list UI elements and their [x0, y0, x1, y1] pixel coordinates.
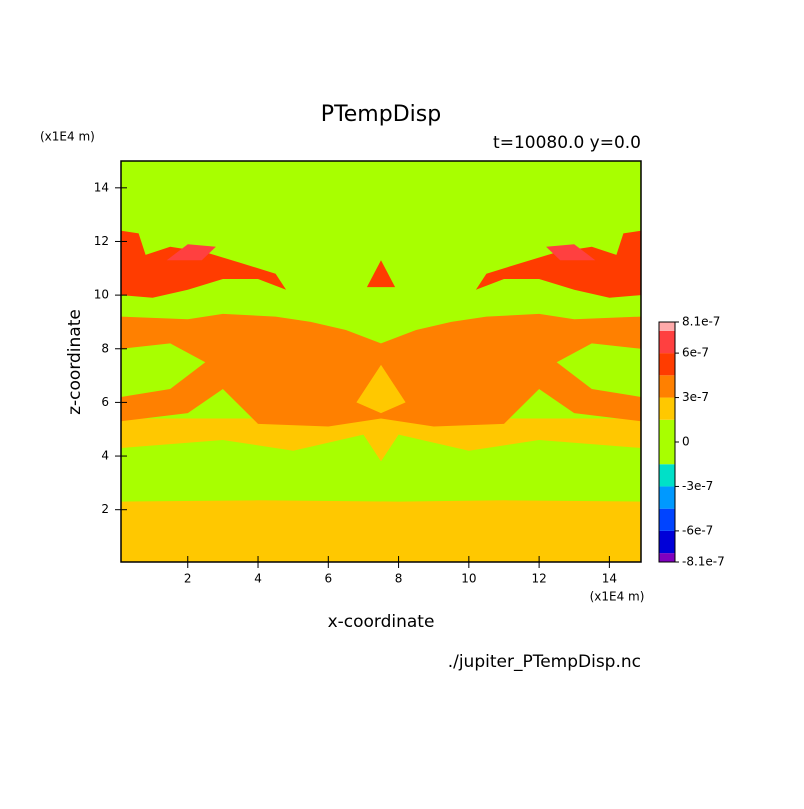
colorbar-band [659, 419, 675, 465]
y-unit: (x1E4 m) [40, 130, 95, 144]
colorbar-band [659, 353, 675, 376]
x-tick-label: 6 [324, 572, 332, 586]
contour-region [546, 244, 596, 261]
colorbar-tick-label: 3e-7 [682, 390, 709, 404]
contour-region [121, 500, 641, 562]
colorbar-tick-label: -8.1e-7 [682, 555, 725, 569]
x-tick-label: 2 [184, 572, 192, 586]
y-tick-label: 8 [101, 341, 109, 355]
colorbar-band [659, 375, 675, 398]
chart-title: PTempDisp [321, 102, 441, 127]
y-tick-label: 6 [101, 395, 109, 409]
contour-region [121, 230, 287, 298]
y-tick-label: 4 [101, 449, 109, 463]
colorbar-tick-label: 6e-7 [682, 346, 709, 360]
contour-region [556, 343, 641, 397]
colorbar-tick-label: 0 [682, 435, 690, 449]
contour-region [356, 364, 406, 414]
y-axis-label: z-coordinate [65, 309, 85, 415]
x-tick-label: 10 [461, 572, 476, 586]
y-tick-label: 10 [94, 288, 109, 302]
x-axis-label: x-coordinate [328, 612, 435, 632]
x-unit: (x1E4 m) [590, 590, 645, 604]
plot-frame [120, 160, 642, 563]
colorbar-band [659, 486, 675, 509]
chart-subtitle: t=10080.0 y=0.0 [493, 133, 641, 153]
contour-region [121, 343, 206, 397]
colorbar-band [659, 508, 675, 531]
colorbar-tick-label: -3e-7 [682, 479, 713, 493]
contour-region [166, 244, 216, 261]
colorbar-band [659, 464, 675, 487]
x-tick-label: 4 [254, 572, 262, 586]
colorbar-tick-label: 8.1e-7 [682, 315, 720, 329]
contour-region [366, 260, 396, 288]
x-tick-label: 14 [602, 572, 617, 586]
y-tick-label: 12 [94, 234, 109, 248]
colorbar-band [659, 397, 675, 420]
x-tick-label: 8 [395, 572, 403, 586]
y-tick-label: 2 [101, 502, 109, 516]
colorbar-band [659, 322, 675, 331]
contour-region [475, 230, 641, 298]
colorbar-band [659, 330, 675, 354]
source-file: ./jupiter_PTempDisp.nc [448, 652, 641, 672]
y-tick-label: 14 [94, 180, 109, 194]
colorbar-band [659, 530, 675, 554]
colorbar-tick-label: -6e-7 [682, 523, 713, 537]
colorbar-band [659, 553, 675, 562]
contour-region [121, 418, 641, 462]
x-tick-label: 12 [531, 572, 546, 586]
